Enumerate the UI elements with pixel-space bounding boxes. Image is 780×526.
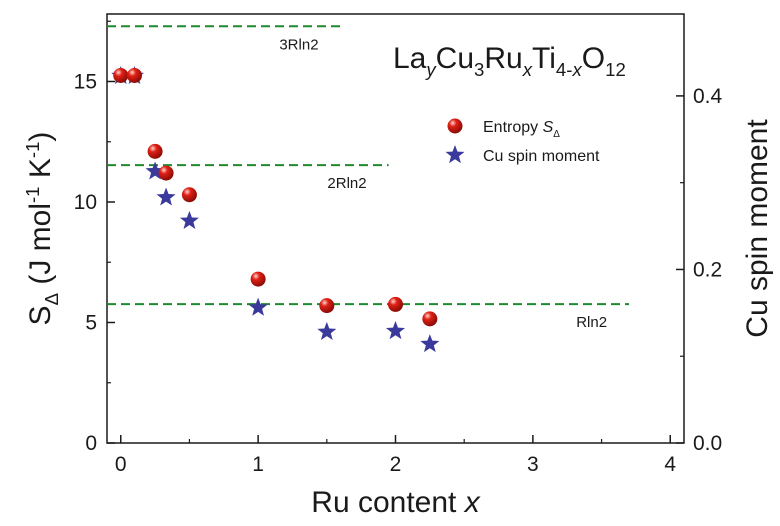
y-right-tick-label: 0.2 [693, 258, 722, 281]
text-run-10: 12 [605, 59, 626, 80]
text-run-0: S [24, 305, 57, 325]
entropy-point [181, 187, 197, 203]
text-run-3: -1 [22, 186, 43, 203]
y-left-tick-label: 10 [74, 191, 97, 214]
text-run-1: x [463, 486, 481, 519]
entropy-point [388, 296, 403, 312]
entropy-point [113, 67, 129, 83]
plot-frame [106, 13, 685, 444]
spin-moment-star [317, 321, 337, 341]
entropy-point [147, 143, 163, 159]
legend-entropy-marker [447, 118, 463, 134]
spin-moment-star [179, 210, 199, 229]
text-run-4: K [24, 158, 57, 186]
y-left-axis-title: SΔ (J mol-1 K-1) [22, 132, 62, 326]
text-run-2: Cu [436, 42, 474, 75]
legend-entropy-label: Entropy SΔ [483, 119, 560, 140]
entropy-point [319, 298, 335, 314]
text-run-6: Ti [532, 42, 556, 75]
spin-moment-star [156, 187, 176, 206]
entropy-point [422, 311, 438, 327]
y-left-tick-label: 0 [85, 432, 97, 455]
text-run-3: 3 [474, 59, 484, 80]
compound-formula: LayCu3RuxTi4-xO12 [393, 42, 626, 80]
legend-spin-label: Cu spin moment [483, 148, 600, 165]
spin-moment-star [420, 334, 440, 353]
entropy-point [250, 271, 266, 287]
text-run-0: Entropy [483, 119, 543, 136]
x-tick-label: 1 [252, 453, 264, 476]
reference-line-label: 2Rln2 [327, 175, 366, 192]
entropy-point [126, 67, 142, 83]
plot-border [106, 13, 685, 444]
text-run-6: ) [24, 132, 57, 142]
text-run-0: La [393, 42, 427, 75]
legend: Entropy SΔ Cu spin moment [445, 118, 600, 165]
text-run-1: Δ [41, 293, 62, 305]
x-tick-label: 2 [390, 453, 402, 476]
x-tick-label: 0 [115, 453, 127, 476]
y-left-tick-label: 5 [85, 311, 97, 334]
text-run-7: 4- [556, 59, 573, 80]
text-run-2: Δ [553, 129, 560, 140]
spin-moment-star [145, 161, 165, 180]
text-run-4: Ru [484, 42, 522, 75]
y-right-tick-label: 0.0 [693, 432, 722, 455]
legend-spin-marker [445, 145, 465, 164]
entropy-point [158, 165, 174, 181]
text-run-2: (J mol [24, 203, 57, 293]
x-tick-label: 3 [527, 453, 539, 476]
text-run-9: O [582, 42, 605, 75]
x-axis-title: Ru content x [311, 486, 480, 519]
text-run-0: Ru content [311, 486, 464, 519]
reference-line-label: Rln2 [576, 314, 607, 331]
x-tick-label: 4 [664, 453, 676, 476]
y-right-tick-label: 0.4 [693, 85, 723, 108]
spin-moment-star [248, 297, 268, 316]
reference-line-label: 3Rln2 [279, 36, 318, 53]
text-run-5: -1 [22, 142, 43, 159]
spin-moment-star [385, 321, 406, 340]
text-run-1: y [424, 59, 437, 80]
data-points [111, 65, 440, 353]
y-left-tick-label: 15 [74, 70, 97, 93]
y-right-axis-title: Cu spin moment [741, 119, 774, 338]
text-run-5: x [522, 59, 533, 80]
text-run-1: S [543, 119, 554, 136]
text-run-8: x [571, 59, 582, 80]
